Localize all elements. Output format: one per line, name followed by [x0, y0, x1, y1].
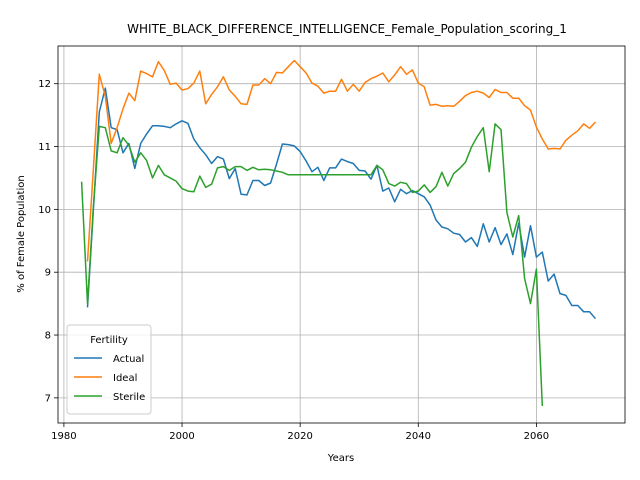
series-layer	[80, 59, 597, 407]
x-axis-label: Years	[327, 453, 354, 464]
x-tick-label: 2000	[169, 431, 194, 442]
series-line-sterile	[80, 123, 544, 407]
x-tick-label: 2060	[524, 431, 549, 442]
legend-box	[66, 324, 152, 415]
x-tick-label: 2020	[287, 431, 312, 442]
legend-label-actual: Actual	[113, 354, 144, 365]
x-tick-label: 2040	[406, 431, 431, 442]
y-tick-label: 7	[45, 393, 51, 404]
y-tick-label: 11	[38, 142, 51, 153]
series-line-actual	[86, 87, 597, 320]
legend-title: Fertility	[90, 335, 128, 346]
legend-label-sterile: Sterile	[113, 392, 145, 403]
chart-title: WHITE_BLACK_DIFFERENCE_INTELLIGENCE_Fema…	[127, 22, 567, 36]
x-tick-label: 1980	[51, 431, 76, 442]
tick-layer: 1980 2000 2020 2040 2060 7 8 9 10 11 12	[38, 79, 549, 442]
y-tick-label: 12	[38, 79, 51, 90]
y-axis-label: % of Female Population	[16, 175, 27, 292]
series-line-ideal	[86, 59, 597, 262]
y-tick-label: 9	[45, 268, 51, 279]
legend-label-ideal: Ideal	[113, 373, 137, 384]
plot-frame	[57, 45, 626, 424]
y-tick-label: 10	[38, 205, 51, 216]
y-tick-label: 8	[45, 331, 51, 342]
grid-layer	[58, 46, 625, 423]
legend: Fertility Actual Ideal Sterile	[66, 324, 152, 415]
